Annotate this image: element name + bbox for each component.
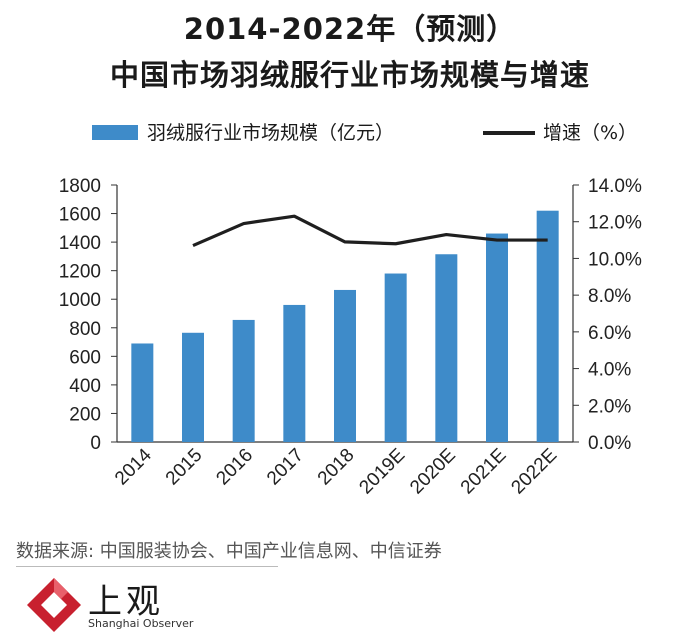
y-left-tick-label: 0 (90, 433, 101, 454)
bar (435, 254, 458, 442)
y-left-tick-label: 800 (69, 319, 101, 340)
y-right-tick-label: 8.0% (588, 286, 631, 307)
bar (131, 343, 154, 442)
chart-title-line2: 中国市场羽绒服行业市场规模与增速 (109, 58, 590, 92)
y-right-tick-label: 0.0% (588, 433, 631, 454)
x-tick-label: 2022E (507, 445, 561, 499)
bar (536, 210, 559, 442)
chart-canvas: 0 200 400 600 800 1000 1200 1400 1600 1800 0.0% 2.0… (59, 176, 642, 499)
x-tick-label: 2018 (314, 445, 359, 490)
y-left-tick-label: 400 (69, 376, 101, 397)
x-tick-label: 2014 (111, 444, 156, 489)
x-tick-label: 2021E (457, 445, 511, 499)
legend-line-swatch (483, 131, 535, 135)
bar (486, 233, 508, 442)
x-tick-label: 2020E (406, 445, 460, 499)
brand-name: 上观 (88, 582, 164, 622)
bar (232, 319, 255, 442)
y-right-tick-label: 2.0% (588, 396, 631, 417)
y-left-tick-label: 1800 (59, 176, 101, 197)
chart-legend: 羽绒服行业市场规模（亿元） 增速（%） (0, 116, 700, 146)
y-right-tick-label: 4.0% (588, 360, 631, 381)
y-right-tick-label: 10.0% (588, 249, 642, 270)
y-right-tick-label: 14.0% (588, 176, 642, 197)
y-left-tick-label: 600 (69, 347, 101, 368)
y-left-tick-label: 1200 (59, 262, 101, 283)
y-left-tick-label: 1400 (59, 233, 101, 254)
bar (182, 332, 204, 442)
legend-line-label: 增速（%） (543, 122, 638, 144)
bar (384, 273, 407, 442)
legend-bar-label: 羽绒服行业市场规模（亿元） (147, 122, 395, 144)
x-tick-label: 2016 (212, 445, 257, 490)
data-source-note: 数据来源: 中国服装协会、中国产业信息网、中信证券 (16, 541, 442, 562)
y-left-tick-label: 1600 (59, 205, 101, 226)
y-left-tick-label: 200 (69, 404, 101, 425)
bar (334, 289, 356, 442)
footer-divider (16, 566, 278, 567)
growth-rate-line (192, 214, 548, 248)
x-tick-label: 2019E (355, 445, 409, 499)
shanghai-observer-logo-icon (27, 578, 81, 632)
brand-name-english: Shanghai Observer (88, 617, 194, 630)
x-tick-label: 2017 (263, 445, 308, 490)
legend-bar-swatch (92, 125, 138, 140)
y-right-tick-label: 6.0% (588, 323, 631, 344)
x-tick-label: 2015 (162, 445, 207, 490)
y-left-tick-label: 1000 (59, 290, 101, 311)
chart-title-line1: 2014-2022年（预测） (183, 12, 517, 46)
bar (283, 304, 306, 442)
y-right-tick-label: 12.0% (588, 213, 642, 234)
